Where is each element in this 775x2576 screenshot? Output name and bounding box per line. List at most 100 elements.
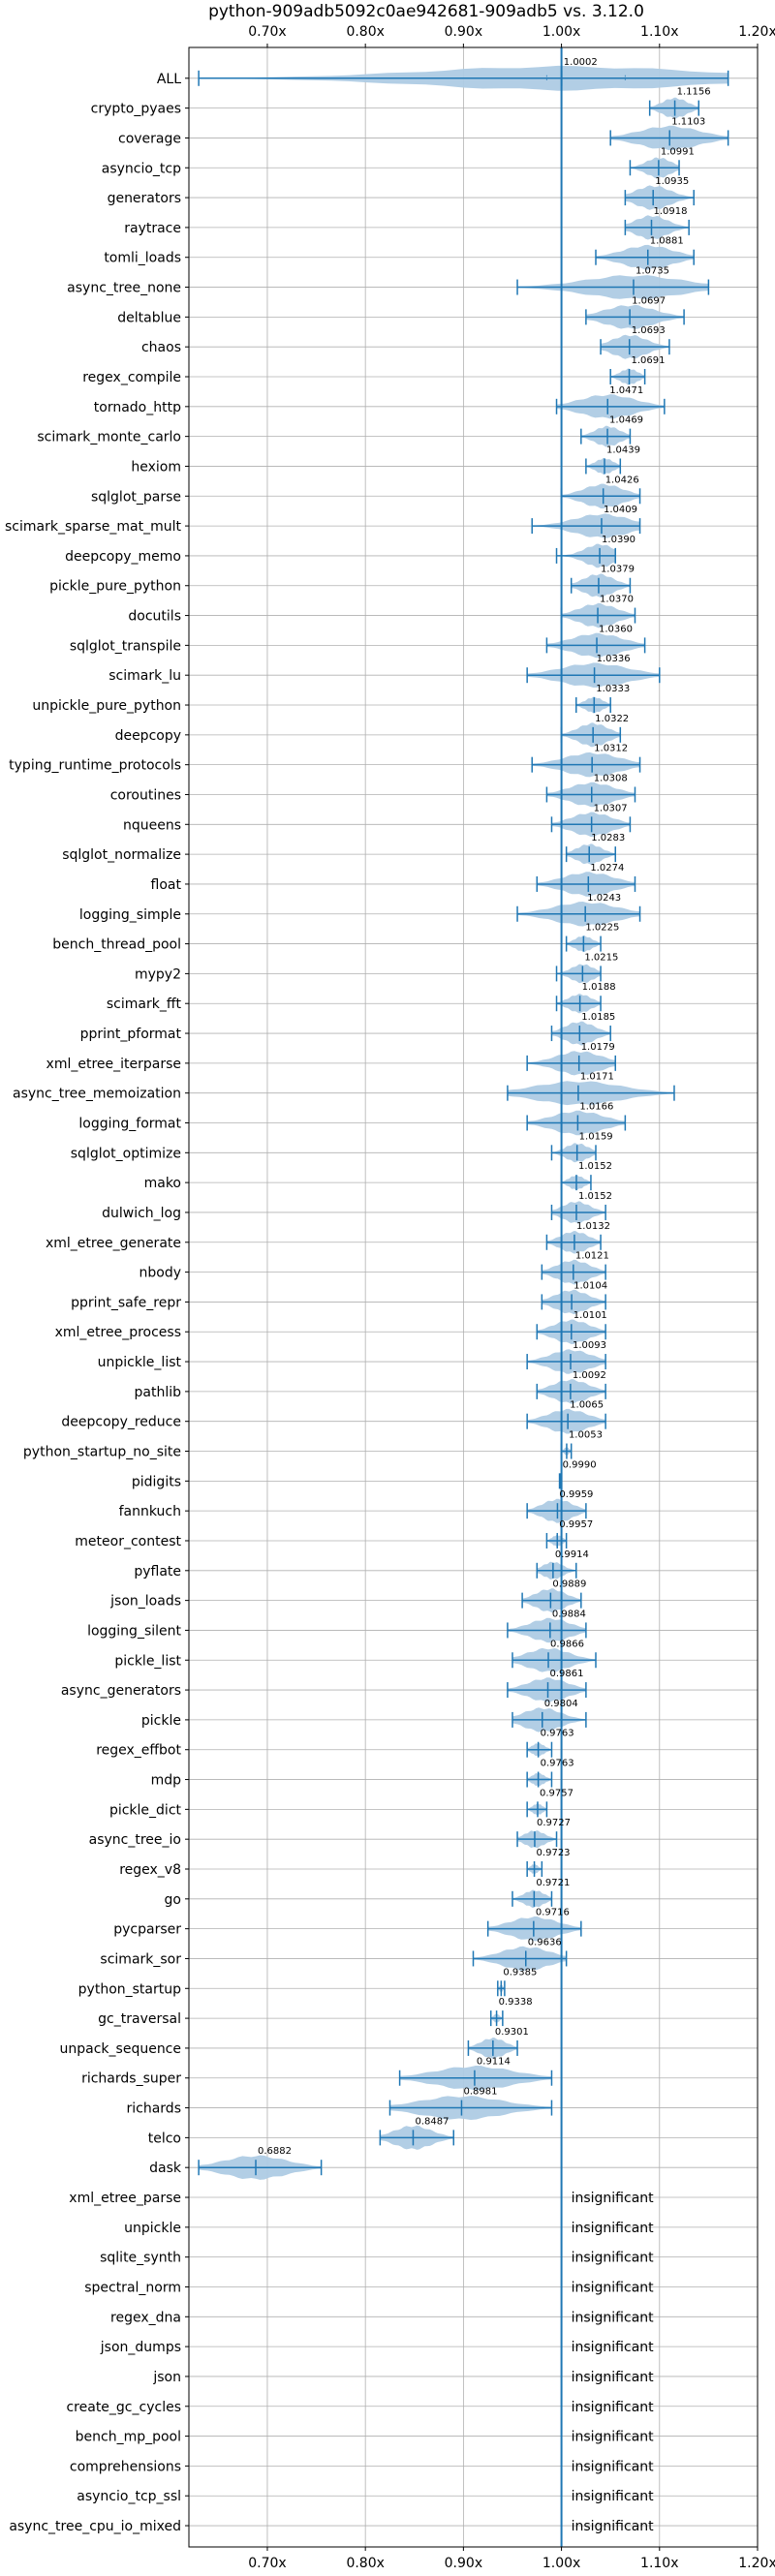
benchmark-label: xml_etree_generate: [46, 1236, 181, 1251]
x-tick-label-top: 1.00x: [542, 24, 580, 40]
median-value-label: 0.9716: [536, 1908, 570, 1918]
benchmark-label: comprehensions: [70, 2459, 181, 2474]
median-value-label: 1.0426: [605, 475, 639, 485]
insignificant-label: insignificant: [572, 2221, 655, 2236]
benchmark-label: unpack_sequence: [60, 2041, 181, 2057]
median-value-label: 1.0360: [599, 624, 633, 634]
median-value-label: 1.0693: [632, 325, 666, 336]
median-value-label: 1.0104: [574, 1280, 607, 1291]
benchmark-label: async_tree_io: [89, 1832, 181, 1848]
median-value-label: 1.0166: [579, 1102, 613, 1113]
x-tick-label-bottom: 1.10x: [640, 2556, 678, 2571]
median-value-label: 0.9385: [503, 1967, 537, 1978]
benchmark-label: float: [151, 877, 182, 893]
benchmark-label: scimark_sparse_mat_mult: [5, 519, 181, 535]
median-value-label: 1.0215: [584, 952, 618, 963]
insignificant-label: insignificant: [572, 2400, 655, 2415]
median-value-label: 0.8981: [463, 2087, 497, 2098]
benchmark-label: coverage: [118, 131, 181, 146]
benchmark-label: unpickle_list: [98, 1355, 182, 1370]
median-value-label: 1.0132: [576, 1221, 610, 1232]
x-tick-label-bottom: 0.70x: [248, 2556, 286, 2571]
benchmark-label: hexiom: [131, 459, 181, 475]
benchmark-label: json_loads: [109, 1594, 181, 1610]
median-value-label: 1.0121: [575, 1251, 609, 1262]
benchmark-label: gc_traversal: [98, 2011, 181, 2027]
median-value-label: 1.0243: [587, 893, 621, 904]
median-value-label: 0.8487: [415, 2116, 449, 2127]
insignificant-label: insignificant: [572, 2340, 655, 2355]
benchmark-label: regex_compile: [82, 370, 181, 385]
insignificant-label: insignificant: [572, 2430, 655, 2445]
median-value-label: 0.9721: [536, 1878, 570, 1888]
median-value-label: 1.0152: [578, 1191, 612, 1202]
median-value-label: 0.9861: [550, 1669, 584, 1679]
benchmark-label: nbody: [140, 1266, 182, 1281]
median-value-label: 1.0185: [581, 1012, 615, 1023]
benchmark-label: sqlglot_optimize: [71, 1146, 181, 1161]
benchmark-label: generators: [108, 191, 181, 206]
benchmark-label: deltablue: [117, 310, 181, 325]
benchmark-label: pathlib: [135, 1385, 182, 1400]
benchmark-label: unpickle_pure_python: [32, 698, 181, 714]
median-value-label: 1.0322: [595, 714, 629, 724]
benchmark-label: spectral_norm: [84, 2280, 181, 2295]
benchmark-label: pprint_pformat: [80, 1027, 182, 1042]
benchmark-label: scimark_sor: [100, 1951, 181, 1967]
median-value-label: 0.9723: [537, 1848, 571, 1858]
benchmark-label: regex_v8: [119, 1862, 181, 1878]
benchmark-label: bench_thread_pool: [52, 937, 181, 953]
median-value-label: 1.1103: [671, 116, 705, 127]
x-tick-label-top: 0.70x: [248, 24, 286, 40]
median-value-label: 1.0053: [569, 1430, 603, 1441]
median-value-label: 0.9866: [550, 1639, 584, 1649]
median-value-label: 0.9959: [559, 1489, 593, 1500]
median-value-label: 1.0390: [602, 535, 636, 545]
benchmark-label: go: [165, 1892, 181, 1908]
median-value-label: 1.0439: [606, 445, 640, 455]
median-value-label: 1.0471: [609, 385, 643, 396]
error-bars: [198, 70, 729, 2176]
benchmark-label: deepcopy_memo: [65, 549, 181, 565]
median-value-label: 0.9114: [477, 2057, 511, 2068]
benchmark-label: async_tree_cpu_io_mixed: [9, 2519, 181, 2534]
benchmark-label: chaos: [141, 340, 181, 355]
median-value-label: 1.0152: [578, 1161, 612, 1172]
benchmark-label: async_tree_memoization: [13, 1087, 181, 1102]
median-value-label: 1.0333: [596, 684, 630, 694]
benchmark-label: mdp: [151, 1773, 182, 1789]
benchmark-label: logging_simple: [79, 907, 181, 923]
benchmark-label: crypto_pyaes: [91, 102, 181, 117]
chart-title: python-909adb5092c0ae942681-909adb5 vs. …: [208, 2, 644, 21]
benchmark-label: deepcopy_reduce: [61, 1415, 181, 1430]
insignificant-label: insignificant: [572, 2489, 655, 2504]
median-value-label: 0.9636: [528, 1937, 562, 1947]
insignificant-label: insignificant: [572, 2251, 655, 2266]
insignificant-label: insignificant: [572, 2519, 655, 2534]
benchmark-label: pickle_list: [114, 1653, 181, 1669]
benchmark-label: typing_runtime_protocols: [9, 758, 181, 774]
benchmark-label: json_dumps: [100, 2340, 181, 2355]
median-value-label: 1.0225: [585, 923, 619, 934]
median-value-label: 1.0697: [632, 295, 666, 306]
benchmark-label: coroutines: [110, 787, 181, 803]
benchmark-label: dask: [149, 2161, 182, 2176]
benchmark-label: asyncio_tcp_ssl: [77, 2489, 181, 2504]
median-value-label: 0.9990: [563, 1459, 597, 1470]
benchmark-label: pyflate: [134, 1564, 181, 1579]
median-value-label: 0.9301: [495, 2027, 529, 2038]
benchmark-label: richards_super: [81, 2071, 181, 2087]
benchmark-label: logging_silent: [87, 1623, 181, 1639]
median-value-label: 1.0188: [582, 982, 616, 993]
benchmark-label: pidigits: [132, 1474, 181, 1489]
benchmark-label: regex_dna: [110, 2310, 181, 2325]
median-value-label: 1.0691: [632, 355, 666, 366]
insignificant-label: insignificant: [572, 2370, 655, 2385]
benchmark-label: nqueens: [123, 817, 181, 833]
benchmark-label: json: [152, 2370, 181, 2385]
median-value-label: 1.1156: [677, 87, 711, 98]
benchmark-label: unpickle: [124, 2221, 181, 2236]
benchmark-label: sqlite_synth: [100, 2251, 181, 2266]
benchmark-label: pycparser: [113, 1922, 181, 1938]
